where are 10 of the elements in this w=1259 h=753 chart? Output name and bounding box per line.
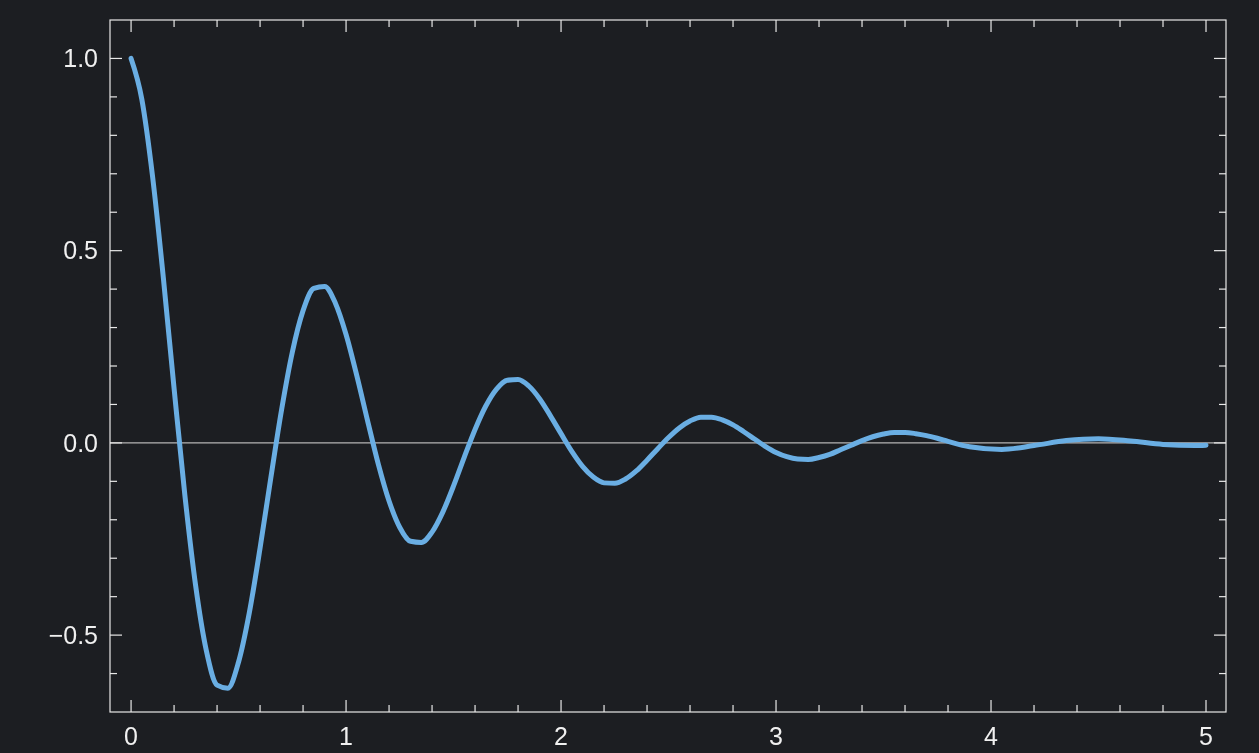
y-tick-label: 0.0	[63, 428, 98, 457]
y-tick-label: 1.0	[63, 44, 98, 73]
x-tick-label: 0	[124, 722, 139, 750]
x-tick-label: 5	[1199, 722, 1213, 750]
y-tick-label: 0.5	[63, 236, 98, 265]
x-tick-label: 3	[769, 722, 783, 750]
x-tick-label: 4	[984, 722, 999, 750]
x-tick-label: 1	[339, 722, 354, 750]
y-tick-label: −0.5	[48, 620, 98, 649]
x-tick-label: 2	[554, 722, 568, 750]
